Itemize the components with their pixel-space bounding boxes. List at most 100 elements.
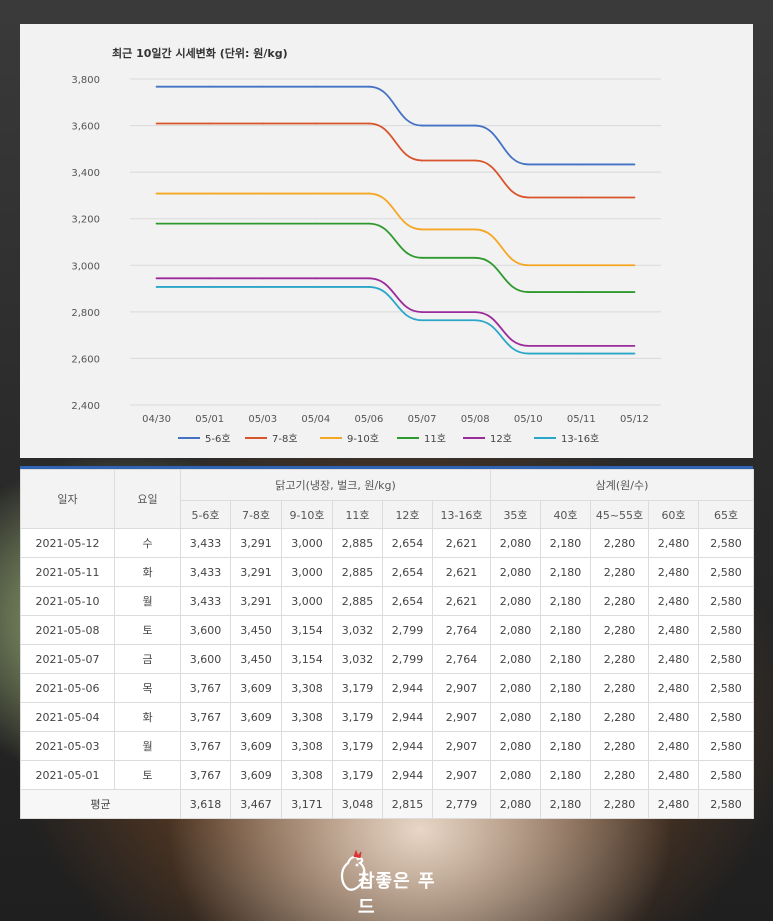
y-tick-label: 2,800 <box>71 308 100 319</box>
table-cell: 3,179 <box>332 702 383 732</box>
data-point <box>155 222 158 225</box>
table-cell: 2,180 <box>540 702 591 732</box>
data-point <box>580 264 583 267</box>
table-cell: 3,767 <box>180 702 231 732</box>
data-point <box>421 124 423 127</box>
table-cell: 2,280 <box>590 528 649 558</box>
table-cell: 3,767 <box>180 731 231 761</box>
table-cell: 2,815 <box>382 789 433 819</box>
data-point <box>261 85 264 88</box>
table-cell: 3,032 <box>332 644 383 674</box>
table-cell: 2,480 <box>648 557 699 587</box>
chicken-logo-icon <box>340 849 366 891</box>
table-cell: 2,480 <box>648 702 699 732</box>
data-point <box>368 192 370 195</box>
column-header: 5-6호 <box>180 500 231 529</box>
table-cell: 2,080 <box>490 615 541 645</box>
y-tick-label: 3,600 <box>71 122 100 133</box>
samgye-group-header: 삼계(원/수) <box>489 469 755 501</box>
column-header: 40호 <box>540 500 591 529</box>
data-point <box>474 319 477 322</box>
table-cell: 2,080 <box>490 528 541 558</box>
table-cell: 2,180 <box>540 789 591 819</box>
table-cell: 토 <box>114 615 181 645</box>
data-point <box>633 163 636 166</box>
table-cell: 2,480 <box>648 528 699 558</box>
y-tick-label: 3,400 <box>71 168 100 179</box>
table-cell: 2,080 <box>490 760 541 790</box>
data-point <box>314 277 317 280</box>
table-cell: 2,280 <box>590 789 649 819</box>
data-point <box>261 222 264 225</box>
x-tick-label: 05/03 <box>248 414 277 425</box>
table-cell: 2,280 <box>590 644 649 674</box>
data-point <box>580 291 583 293</box>
table-cell: 2,180 <box>540 615 591 645</box>
data-point <box>208 192 211 195</box>
table-cell: 2,080 <box>490 586 541 616</box>
table-cell: 3,467 <box>230 789 282 819</box>
x-tick-label: 05/01 <box>195 414 224 425</box>
table-cell: 2,885 <box>332 528 383 558</box>
y-tick-label: 2,600 <box>71 354 100 365</box>
price-table-panel: 일자 요일 닭고기(냉장, 벌크, 원/kg) 삼계(원/수) 5-6호 7-8호… <box>20 466 755 819</box>
day-header: 요일 <box>114 469 181 529</box>
table-cell: 2,280 <box>590 731 649 761</box>
data-point <box>421 319 423 322</box>
table-cell: 3,600 <box>180 644 231 674</box>
x-tick-label: 05/12 <box>620 414 649 425</box>
table-cell: 2021-05-10 <box>20 586 115 616</box>
chart-panel: 2,400 2,600 2,800 3,000 3,200 3,400 3,600 3,800… <box>20 24 753 458</box>
table-cell: 3,179 <box>332 760 383 790</box>
table-cell: 3,000 <box>281 557 333 587</box>
table-cell: 2,654 <box>382 586 433 616</box>
table-cell: 2,621 <box>432 586 491 616</box>
table-cell: 2,280 <box>590 702 649 732</box>
table-cell: 3,291 <box>230 528 282 558</box>
table-row: 2021-05-01 토 3,767 3,609 3,308 3,179 2,944 2,90… <box>20 760 755 790</box>
table-cell: 2,180 <box>540 528 591 558</box>
data-point <box>314 286 317 288</box>
data-point <box>474 228 477 231</box>
table-cell: 3,609 <box>230 731 282 761</box>
table-cell: 3,433 <box>180 528 231 558</box>
data-point <box>368 122 370 125</box>
data-point <box>474 256 477 259</box>
data-point <box>208 222 211 225</box>
table-cell: 2,580 <box>697 673 755 703</box>
table-cell: 2021-05-07 <box>20 644 115 674</box>
table-cell: 2,580 <box>697 644 755 674</box>
data-point <box>368 286 370 288</box>
data-point <box>368 277 370 280</box>
x-tick-label: 05/07 <box>408 414 437 425</box>
table-cell: 3,450 <box>230 615 282 645</box>
series-line-7-8호 <box>156 122 635 199</box>
table-cell: 2,480 <box>648 789 699 819</box>
chicken-group-header: 닭고기(냉장, 벌크, 원/kg) <box>180 469 491 501</box>
table-cell: 3,433 <box>180 557 231 587</box>
data-point <box>314 192 317 195</box>
table-cell: 2,180 <box>540 644 591 674</box>
table-cell: 목 <box>114 673 181 703</box>
table-cell: 2,280 <box>590 557 649 587</box>
data-point <box>527 196 530 199</box>
table-cell: 화 <box>114 702 181 732</box>
table-cell: 월 <box>114 731 181 761</box>
table-cell: 2,799 <box>382 644 433 674</box>
table-cell: 3,000 <box>281 586 333 616</box>
table-cell: 3,032 <box>332 615 383 645</box>
data-point <box>580 196 583 199</box>
column-header: 9-10호 <box>281 500 333 529</box>
table-cell: 2,799 <box>382 615 433 645</box>
x-tick-label: 05/06 <box>355 414 384 425</box>
data-point <box>368 85 370 88</box>
table-cell: 3,600 <box>180 615 231 645</box>
table-cell: 2,280 <box>590 586 649 616</box>
table-row: 2021-05-04 화 3,767 3,609 3,308 3,179 2,944 2,90… <box>20 702 755 732</box>
column-header: 45~55호 <box>590 500 649 529</box>
x-tick-label: 05/11 <box>567 414 596 425</box>
table-row: 2021-05-07 금 3,600 3,450 3,154 3,032 2,799 2,76… <box>20 644 755 674</box>
data-point <box>421 228 423 231</box>
table-cell: 3,609 <box>230 673 282 703</box>
table-cell: 3,609 <box>230 702 282 732</box>
